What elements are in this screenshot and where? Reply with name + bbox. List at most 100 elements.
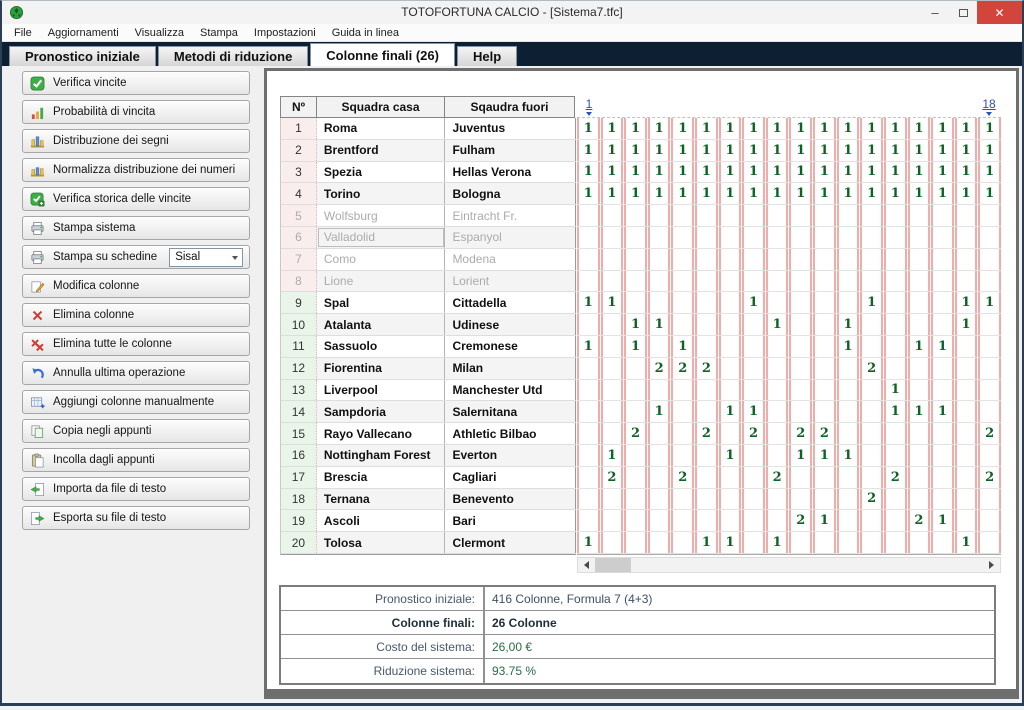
grid-cell[interactable]: 1 <box>695 532 718 553</box>
away-team-cell[interactable]: Cittadella <box>445 292 576 314</box>
grid-cell[interactable] <box>978 488 1001 510</box>
grid-cell[interactable] <box>836 379 860 401</box>
grid-cell[interactable]: 1 <box>931 183 954 205</box>
tab-metodi-di-riduzione[interactable]: Metodi di riduzione <box>157 46 309 66</box>
grid-cell[interactable] <box>836 205 860 226</box>
grid-cell[interactable] <box>907 423 931 444</box>
grid-cell[interactable] <box>624 444 647 466</box>
grid-cell[interactable] <box>765 488 789 510</box>
grid-cell[interactable] <box>789 488 813 510</box>
elimina-colonne-button[interactable]: Elimina colonne <box>22 303 250 327</box>
grid-cell[interactable] <box>907 444 931 466</box>
grid-cell[interactable] <box>600 226 624 248</box>
grid-cell[interactable] <box>671 379 695 401</box>
scroll-left-arrow-icon[interactable] <box>578 558 594 572</box>
grid-cell[interactable]: 1 <box>883 118 907 139</box>
home-team-cell[interactable]: Ascoli <box>317 510 446 532</box>
grid-cell[interactable] <box>789 248 813 270</box>
grid-cell[interactable] <box>931 423 954 444</box>
grid-cell[interactable]: 1 <box>860 139 883 161</box>
grid-cell[interactable]: 1 <box>624 118 647 139</box>
away-team-cell[interactable]: Athletic Bilbao <box>445 423 576 444</box>
grid-cell[interactable]: 1 <box>860 118 883 139</box>
grid-cell[interactable] <box>577 423 600 444</box>
grid-cell[interactable] <box>765 248 789 270</box>
grid-cell[interactable] <box>600 379 624 401</box>
grid-cell[interactable]: 1 <box>883 183 907 205</box>
grid-cell[interactable]: 1 <box>836 183 860 205</box>
grid-cell[interactable]: 2 <box>671 357 695 379</box>
grid-cell[interactable]: 2 <box>742 423 765 444</box>
grid-cell[interactable] <box>883 226 907 248</box>
grid-cell[interactable]: 1 <box>695 139 718 161</box>
grid-cell[interactable] <box>931 532 954 553</box>
grid-cell[interactable] <box>765 205 789 226</box>
grid-cell[interactable] <box>600 335 624 357</box>
grid-cell[interactable] <box>695 466 718 488</box>
grid-cell[interactable]: 1 <box>836 314 860 335</box>
column-number-last[interactable]: 18 <box>977 97 1001 116</box>
grid-cell[interactable] <box>789 226 813 248</box>
grid-cell[interactable] <box>789 292 813 314</box>
grid-cell[interactable] <box>718 292 742 314</box>
grid-cell[interactable]: 1 <box>883 161 907 183</box>
grid-cell[interactable] <box>742 532 765 553</box>
grid-cell[interactable] <box>718 314 742 335</box>
grid-cell[interactable] <box>647 248 671 270</box>
grid-cell[interactable]: 1 <box>978 292 1001 314</box>
home-team-cell[interactable]: Valladolid <box>317 226 446 248</box>
menu-item-file[interactable]: File <box>14 26 32 39</box>
grid-cell[interactable] <box>600 314 624 335</box>
grid-cell[interactable]: 1 <box>600 118 624 139</box>
tab-colonne-finali-26[interactable]: Colonne finali (26) <box>310 43 455 66</box>
grid-cell[interactable] <box>907 532 931 553</box>
grid-cell[interactable]: 1 <box>931 401 954 423</box>
grid-cell[interactable]: 1 <box>695 183 718 205</box>
away-team-cell[interactable]: Juventus <box>445 118 576 139</box>
away-team-cell[interactable]: Udinese <box>445 314 576 335</box>
grid-cell[interactable] <box>765 510 789 532</box>
grid-cell[interactable]: 1 <box>954 532 978 553</box>
grid-cell[interactable]: 1 <box>813 161 836 183</box>
grid-cell[interactable] <box>954 510 978 532</box>
grid-cell[interactable] <box>647 292 671 314</box>
grid-cell[interactable]: 1 <box>954 161 978 183</box>
grid-cell[interactable] <box>718 335 742 357</box>
grid-cell[interactable] <box>577 357 600 379</box>
grid-cell[interactable]: 2 <box>624 423 647 444</box>
grid-cell[interactable] <box>718 205 742 226</box>
grid-cell[interactable] <box>883 488 907 510</box>
grid-cell[interactable] <box>718 248 742 270</box>
grid-cell[interactable]: 1 <box>907 139 931 161</box>
grid-cell[interactable]: 1 <box>577 292 600 314</box>
menu-item-aggiornamenti[interactable]: Aggiornamenti <box>47 26 119 39</box>
home-team-cell[interactable]: Sampdoria <box>317 401 446 423</box>
grid-cell[interactable] <box>765 292 789 314</box>
grid-cell[interactable]: 1 <box>836 161 860 183</box>
grid-cell[interactable] <box>600 357 624 379</box>
grid-cell[interactable] <box>742 444 765 466</box>
grid-cell[interactable] <box>978 226 1001 248</box>
grid-cell[interactable] <box>978 357 1001 379</box>
grid-cell[interactable] <box>695 205 718 226</box>
grid-cell[interactable] <box>600 205 624 226</box>
grid-cell[interactable]: 2 <box>860 357 883 379</box>
grid-cell[interactable]: 1 <box>600 292 624 314</box>
grid-cell[interactable] <box>695 379 718 401</box>
home-team-cell[interactable]: Ternana <box>317 488 446 510</box>
grid-cell[interactable]: 1 <box>718 532 742 553</box>
grid-cell[interactable]: 1 <box>860 292 883 314</box>
grid-cell[interactable] <box>624 205 647 226</box>
grid-cell[interactable]: 1 <box>577 335 600 357</box>
away-team-cell[interactable]: Cremonese <box>445 335 576 357</box>
grid-cell[interactable]: 1 <box>765 139 789 161</box>
grid-cell[interactable]: 1 <box>954 314 978 335</box>
away-team-cell[interactable]: Everton <box>445 444 576 466</box>
grid-cell[interactable]: 1 <box>742 161 765 183</box>
grid-cell[interactable]: 1 <box>671 183 695 205</box>
grid-cell[interactable] <box>860 379 883 401</box>
away-team-cell[interactable]: Cagliari <box>445 466 576 488</box>
grid-cell[interactable]: 1 <box>718 444 742 466</box>
grid-cell[interactable] <box>931 314 954 335</box>
grid-cell[interactable] <box>789 379 813 401</box>
